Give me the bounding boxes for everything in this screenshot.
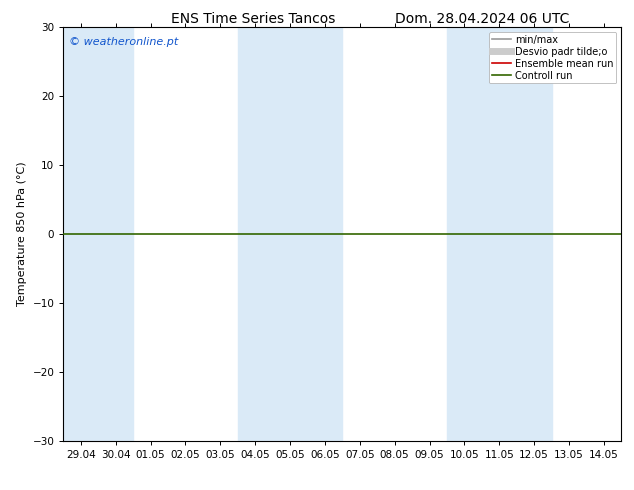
Text: © weatheronline.pt: © weatheronline.pt [69, 37, 178, 48]
Text: ENS Time Series Tancos: ENS Time Series Tancos [171, 12, 336, 26]
Y-axis label: Temperature 850 hPa (°C): Temperature 850 hPa (°C) [17, 162, 27, 306]
Bar [447, 27, 552, 441]
Bar [63, 27, 133, 441]
Bar [238, 27, 342, 441]
Text: Dom. 28.04.2024 06 UTC: Dom. 28.04.2024 06 UTC [394, 12, 569, 26]
Legend: min/max, Desvio padr tilde;o, Ensemble mean run, Controll run: min/max, Desvio padr tilde;o, Ensemble m… [489, 32, 616, 83]
